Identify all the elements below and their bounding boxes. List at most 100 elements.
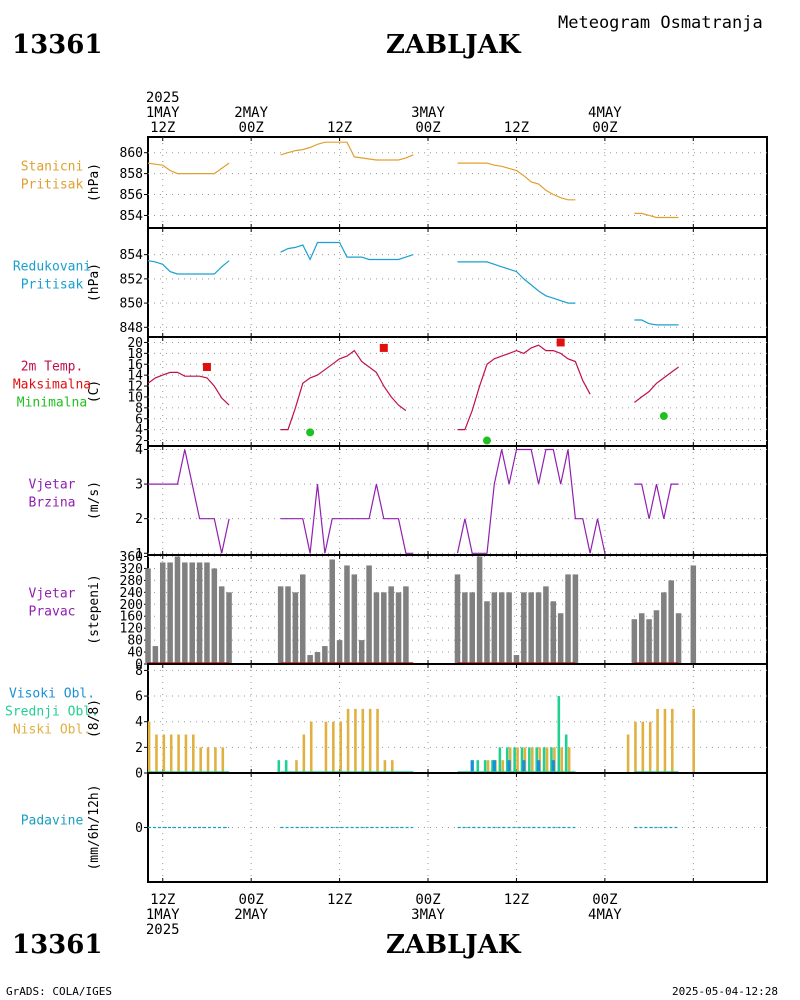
y-tick-label: 850 — [120, 297, 143, 312]
data-bar — [299, 574, 306, 664]
data-bar — [469, 592, 476, 664]
data-bar — [376, 708, 379, 773]
data-bar — [383, 760, 387, 773]
data-bar — [668, 580, 674, 664]
data-bar — [505, 747, 509, 773]
data-bar — [354, 708, 357, 773]
data-bar — [322, 646, 328, 664]
data-bar — [169, 734, 173, 773]
panel-label: Niski Obl. — [13, 723, 91, 738]
data-bar — [358, 640, 365, 664]
data-bar — [498, 592, 505, 664]
data-bar — [565, 574, 571, 664]
data-bar — [277, 760, 281, 773]
y-tick-label: 8 — [135, 664, 143, 679]
data-bar — [147, 721, 151, 773]
y-tick-label: 858 — [120, 167, 143, 182]
y-tick-label: 8 — [135, 401, 143, 416]
data-bar — [388, 586, 394, 664]
data-bar — [522, 760, 526, 773]
bottom-time-label: 4MAY — [588, 907, 622, 923]
data-bar — [671, 708, 674, 773]
data-bar — [661, 592, 667, 664]
series-line — [147, 371, 230, 406]
y-tick-label: 4 — [135, 715, 143, 730]
data-bar — [373, 592, 380, 664]
data-bar — [513, 747, 516, 773]
data-bar — [690, 565, 697, 664]
data-bar — [218, 586, 225, 664]
data-bar — [641, 721, 645, 773]
data-bar — [470, 760, 474, 773]
series-line — [457, 344, 591, 431]
y-tick-label: 120 — [120, 622, 143, 637]
y-tick-label: 2 — [135, 741, 143, 756]
bottom-time-label: 00Z — [239, 892, 264, 908]
data-bar — [381, 592, 387, 664]
tmin-marker — [659, 412, 668, 421]
top-time-label: 2025 — [146, 90, 180, 106]
series-line — [280, 483, 414, 554]
data-bar — [199, 747, 202, 773]
panel-label: Pritisak — [21, 178, 84, 193]
data-bar — [285, 586, 291, 664]
data-bar — [189, 562, 195, 664]
data-bar — [182, 562, 188, 664]
data-bar — [638, 613, 645, 664]
data-bar — [167, 562, 173, 664]
data-bar — [536, 760, 541, 773]
footer-timestamp: 2025-05-04-12:28 — [672, 985, 778, 998]
data-bar — [648, 721, 652, 773]
data-bar — [309, 721, 313, 773]
data-bar — [653, 610, 660, 664]
panel-unit-label: (mm/6h/12h) — [87, 784, 102, 870]
panel-unit-label: (C) — [87, 380, 102, 403]
data-bar — [656, 708, 659, 773]
bottom-time-label: 3MAY — [411, 907, 445, 923]
panel-label: Padavine — [21, 814, 84, 829]
panel-label: Vjetar — [29, 478, 76, 493]
series-line — [457, 261, 576, 304]
data-bar — [567, 747, 571, 773]
series-line — [280, 141, 414, 161]
y-tick-label: 0 — [135, 821, 143, 836]
y-tick-label: 852 — [120, 272, 143, 287]
y-tick-label: 4 — [135, 423, 143, 438]
data-bar — [174, 556, 181, 664]
panel-frame — [147, 445, 768, 556]
top-time-label: 12Z — [504, 120, 529, 136]
data-bar — [344, 565, 350, 664]
panel-label: Stanicni — [21, 160, 84, 175]
data-bar — [535, 592, 542, 664]
y-tick-label: 1 — [135, 547, 143, 562]
data-bar — [211, 568, 218, 664]
data-bar — [145, 568, 151, 664]
data-bar — [491, 592, 498, 664]
panel-unit-label: (stepeni) — [87, 574, 102, 644]
y-tick-label: 0 — [135, 658, 143, 673]
panel-frame — [147, 663, 768, 774]
data-bar — [152, 646, 159, 664]
tmax-marker — [202, 362, 211, 371]
data-bar — [542, 747, 546, 773]
y-tick-label: 360 — [120, 550, 143, 565]
series-line — [634, 483, 679, 519]
data-bar — [516, 747, 519, 773]
data-bar — [332, 721, 335, 773]
data-bar — [361, 708, 365, 773]
y-tick-label: 4 — [135, 443, 143, 458]
data-bar — [692, 708, 695, 773]
data-bar — [159, 562, 166, 664]
data-bar — [483, 760, 487, 773]
data-bar — [551, 760, 555, 773]
data-bar — [543, 586, 549, 664]
bottom-time-label: 12Z — [327, 892, 352, 908]
top-time-label: 00Z — [415, 120, 440, 136]
y-tick-label: 280 — [120, 574, 143, 589]
data-bar — [196, 562, 203, 664]
top-time-label: 12Z — [327, 120, 352, 136]
data-bar — [521, 592, 527, 664]
y-tick-label: 16 — [127, 358, 143, 373]
y-tick-label: 320 — [120, 562, 143, 577]
